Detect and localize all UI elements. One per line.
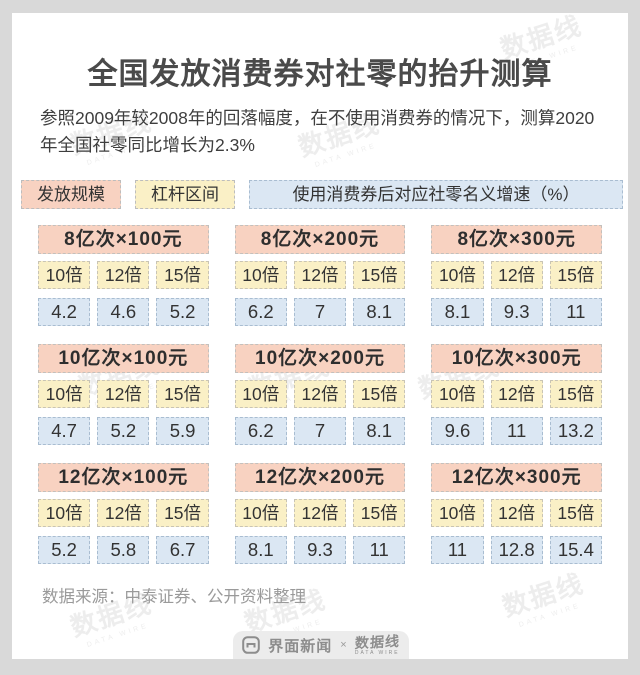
- value-cell: 5.8: [97, 536, 150, 564]
- leverage-cell: 12倍: [490, 499, 543, 527]
- datawire-logo: 数据线 DATA WIRE: [354, 632, 401, 656]
- leverage-cell: 10倍: [431, 380, 484, 408]
- legend-leverage: 杠杆区间: [135, 180, 235, 209]
- value-cell: 7: [293, 298, 347, 326]
- value-cell: 5.2: [156, 298, 209, 326]
- scenario-block: 10亿次×100元 10倍 12倍 15倍 4.7 5.2 5.9: [38, 344, 209, 445]
- value-cell: 5.2: [38, 536, 91, 564]
- value-cell: 5.9: [156, 417, 209, 445]
- legend: 发放规模 杠杆区间 使用消费券后对应社零名义增速（%）: [21, 180, 623, 209]
- value-cell: 8.1: [353, 417, 406, 445]
- jiemian-logo-text: 界面新闻: [268, 637, 333, 655]
- scenario-header: 8亿次×300元: [431, 225, 602, 254]
- value-cell: 11: [549, 298, 602, 326]
- value-cell: 12.8: [490, 536, 543, 564]
- leverage-cell: 15倍: [549, 499, 602, 527]
- leverage-cell: 10倍: [38, 380, 91, 408]
- value-cell: 8.1: [431, 298, 484, 326]
- legend-growth: 使用消费券后对应社零名义增速（%）: [249, 180, 623, 209]
- leverage-cell: 15倍: [156, 380, 209, 408]
- value-cell: 11: [490, 417, 543, 445]
- value-cell: 4.7: [38, 417, 91, 445]
- scenario-grid: 8亿次×100元 10倍 12倍 15倍 4.2 4.6 5.2 8亿次×200…: [38, 225, 602, 564]
- scenario-header: 10亿次×200元: [234, 344, 406, 373]
- subtitle-note: 参照2009年较2008年的回落幅度，在不使用消费券的情况下，测算2020年全国…: [40, 108, 595, 155]
- value-cell: 6.7: [156, 536, 209, 564]
- value-cell: 8.1: [234, 536, 287, 564]
- value-cell: 4.2: [38, 298, 91, 326]
- leverage-cell: 12倍: [97, 499, 150, 527]
- legend-scale: 发放规模: [21, 180, 121, 209]
- value-cell: 4.6: [97, 298, 150, 326]
- leverage-cell: 15倍: [549, 261, 602, 289]
- leverage-cell: 15倍: [353, 261, 406, 289]
- leverage-cell: 12倍: [97, 261, 150, 289]
- scenario-block: 8亿次×300元 10倍 12倍 15倍 8.1 9.3 11: [431, 225, 602, 326]
- scenario-block: 8亿次×200元 10倍 12倍 15倍 6.2 7 8.1: [234, 225, 406, 326]
- value-cell: 11: [431, 536, 484, 564]
- value-cell: 6.2: [234, 417, 287, 445]
- leverage-cell: 10倍: [234, 380, 287, 408]
- leverage-cell: 12倍: [490, 380, 543, 408]
- leverage-cell: 12倍: [97, 380, 150, 408]
- scenario-header: 12亿次×100元: [38, 463, 209, 492]
- scenario-block: 12亿次×300元 10倍 12倍 15倍 11 12.8 15.4: [431, 463, 602, 564]
- leverage-cell: 10倍: [234, 499, 287, 527]
- value-cell: 6.2: [234, 298, 287, 326]
- leverage-cell: 15倍: [549, 380, 602, 408]
- leverage-cell: 12倍: [293, 380, 347, 408]
- value-cell: 7: [293, 417, 347, 445]
- leverage-cell: 10倍: [38, 499, 91, 527]
- leverage-cell: 10倍: [234, 261, 287, 289]
- scenario-block: 8亿次×100元 10倍 12倍 15倍 4.2 4.6 5.2: [38, 225, 209, 326]
- leverage-cell: 12倍: [293, 499, 347, 527]
- value-cell: 15.4: [549, 536, 602, 564]
- scenario-header: 12亿次×300元: [431, 463, 602, 492]
- jiemian-logo-icon: [242, 636, 261, 654]
- leverage-cell: 10倍: [431, 499, 484, 527]
- value-cell: 9.3: [293, 536, 347, 564]
- logo-separator: ×: [340, 639, 347, 651]
- scenario-header: 12亿次×200元: [234, 463, 406, 492]
- card: 数据线 DATA WIRE 数据线 DATA WIRE 数据线 DATA WIRE 数…: [12, 13, 628, 659]
- scenario-block: 12亿次×200元 10倍 12倍 15倍 8.1 9.3 11: [234, 463, 406, 564]
- scenario-block: 10亿次×300元 10倍 12倍 15倍 9.6 11 13.2: [431, 344, 602, 445]
- value-cell: 8.1: [353, 298, 406, 326]
- value-cell: 9.6: [431, 417, 484, 445]
- scenario-header: 8亿次×100元: [38, 225, 209, 254]
- value-cell: 9.3: [490, 298, 543, 326]
- leverage-cell: 10倍: [38, 261, 91, 289]
- leverage-cell: 15倍: [156, 261, 209, 289]
- leverage-cell: 12倍: [293, 261, 347, 289]
- leverage-cell: 15倍: [156, 499, 209, 527]
- scenario-header: 10亿次×300元: [431, 344, 602, 373]
- scenario-block: 10亿次×200元 10倍 12倍 15倍 6.2 7 8.1: [234, 344, 406, 445]
- leverage-cell: 15倍: [353, 380, 406, 408]
- data-source: 数据来源：中泰证券、公开资料整理: [42, 588, 306, 606]
- scenario-header: 10亿次×100元: [38, 344, 209, 373]
- publisher-stamp: 界面新闻 × 数据线 DATA WIRE: [233, 631, 409, 659]
- value-cell: 5.2: [97, 417, 150, 445]
- leverage-cell: 10倍: [431, 261, 484, 289]
- leverage-cell: 15倍: [353, 499, 406, 527]
- value-cell: 11: [353, 536, 406, 564]
- value-cell: 13.2: [549, 417, 602, 445]
- scenario-block: 12亿次×100元 10倍 12倍 15倍 5.2 5.8 6.7: [38, 463, 209, 564]
- scenario-header: 8亿次×200元: [234, 225, 406, 254]
- leverage-cell: 12倍: [490, 261, 543, 289]
- page-title: 全国发放消费券对社零的抬升测算: [87, 58, 553, 91]
